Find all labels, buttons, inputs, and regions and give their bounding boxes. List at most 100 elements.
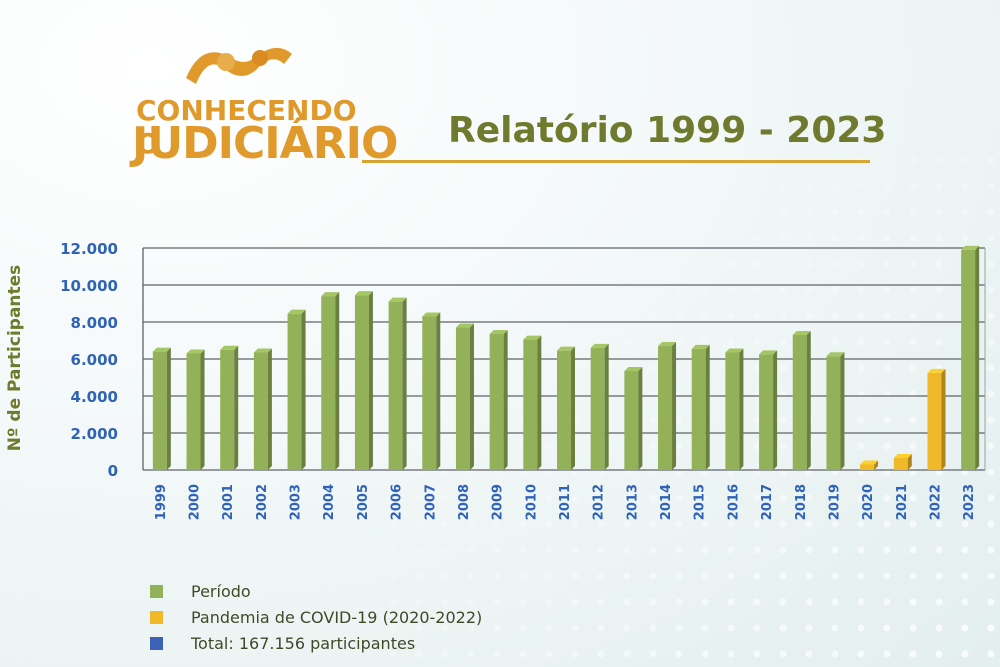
bar-side: [436, 312, 441, 470]
bar-2012: [590, 343, 609, 470]
bar-2000: [186, 349, 205, 470]
x-tick-label: 2008: [457, 484, 472, 520]
logo-mark-icon: [186, 47, 292, 84]
bar-top: [152, 347, 171, 352]
bar-2010: [523, 335, 542, 470]
bar-top: [658, 342, 677, 347]
y-tick-label: 12.000: [60, 240, 118, 258]
bar-2021: [893, 453, 912, 470]
legend-item-total: Total: 167.156 participantes: [150, 630, 482, 656]
bar-side: [166, 347, 171, 470]
bar-side: [267, 348, 272, 470]
bar-front: [321, 296, 336, 470]
bar-side: [537, 335, 542, 470]
bar-side: [773, 350, 778, 470]
bar-side: [469, 323, 474, 470]
bar-top: [590, 343, 609, 348]
bar-top: [691, 344, 710, 349]
x-tick-label: 2005: [356, 484, 371, 520]
bar-2008: [455, 323, 474, 470]
x-tick-label: 2020: [861, 484, 876, 520]
y-tick-label: 8.000: [71, 314, 118, 332]
bar-top: [455, 323, 474, 328]
bar-front: [152, 351, 167, 470]
bar-top: [220, 345, 239, 350]
y-tick-label: 6.000: [71, 351, 118, 369]
bar-top: [287, 309, 306, 314]
logo-line2: JUDICIÁRIO: [132, 118, 398, 169]
x-tick-label: 2016: [726, 484, 741, 520]
bar-top: [489, 330, 508, 335]
bar-2011: [557, 346, 575, 470]
bar-top: [557, 346, 575, 351]
bar-front: [489, 334, 504, 470]
legend-swatch: [150, 584, 163, 598]
x-tick-label: 2002: [255, 484, 270, 520]
title-underline: [362, 160, 870, 163]
bar-top: [354, 291, 373, 296]
bar-2015: [691, 344, 710, 470]
bar-side: [368, 291, 373, 470]
bar-front: [220, 349, 235, 470]
bar-side: [638, 367, 643, 470]
x-tick-label: 2011: [558, 484, 573, 520]
bar-side: [907, 453, 912, 470]
bar-front: [792, 334, 807, 470]
bar-2016: [725, 348, 744, 470]
bar-front: [354, 295, 369, 470]
bar-side: [604, 343, 609, 470]
bars-layer: [152, 245, 980, 470]
legend-item-periodo: Período: [150, 578, 482, 604]
bar-top: [860, 460, 879, 465]
bar-side: [672, 342, 677, 470]
bar-1999: [152, 347, 171, 470]
x-tick-label: 2023: [962, 484, 977, 520]
legend-label: Período: [191, 581, 251, 601]
x-tick-label: 2017: [760, 484, 775, 520]
bar-front: [253, 352, 268, 470]
bar-side: [234, 345, 239, 470]
bar-2022: [927, 368, 946, 470]
bar-2001: [220, 345, 239, 470]
y-tick-label: 0: [108, 462, 118, 480]
bar-front: [961, 249, 976, 470]
y-tick-label: 2.000: [71, 425, 118, 443]
legend-item-pandemia: Pandemia de COVID-19 (2020-2022): [150, 604, 482, 630]
bar-2004: [321, 292, 340, 470]
bar-top: [422, 312, 441, 317]
bar-side: [975, 245, 980, 470]
bar-top: [321, 292, 340, 297]
bar-front: [590, 347, 605, 470]
x-tick-label: 2010: [524, 484, 539, 520]
bar-side: [941, 368, 946, 470]
bar-front: [725, 352, 740, 470]
bar-2002: [253, 348, 272, 470]
bar-2013: [624, 367, 643, 470]
bar-front: [893, 457, 908, 470]
legend-label: Pandemia de COVID-19 (2020-2022): [191, 607, 483, 627]
y-tick-label: 4.000: [71, 388, 118, 406]
legend-swatch: [150, 610, 163, 624]
bar-2018: [792, 330, 811, 470]
bar-top: [759, 350, 778, 355]
x-tick-label: 2019: [827, 484, 842, 520]
x-tick-label: 2009: [491, 484, 506, 520]
logo: CONHECENDO O JUDICIÁRIO: [130, 38, 398, 173]
bar-top: [927, 368, 946, 373]
bar-side: [739, 348, 744, 470]
x-tick-label: 2003: [289, 484, 304, 520]
page-title: Relatório 1999 - 2023: [448, 110, 887, 151]
bar-2023: [961, 245, 980, 470]
legend-swatch: [150, 636, 163, 650]
bar-front: [388, 301, 403, 470]
bar-front: [826, 356, 841, 470]
bar-front: [523, 339, 538, 470]
bar-top: [725, 348, 744, 353]
bar-2006: [388, 297, 407, 470]
x-tick-label: 2012: [592, 484, 607, 520]
bar-top: [624, 367, 643, 372]
bar-2020: [860, 460, 879, 470]
bar-top: [826, 352, 845, 357]
bar-front: [860, 464, 875, 470]
bar-2014: [658, 342, 677, 470]
